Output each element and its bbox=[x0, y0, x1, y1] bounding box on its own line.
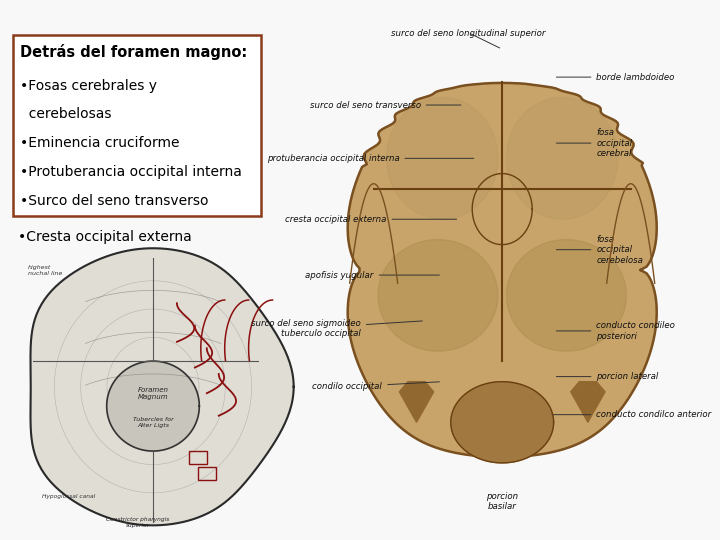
Text: highest
nuchal line: highest nuchal line bbox=[27, 265, 62, 275]
Polygon shape bbox=[506, 97, 618, 219]
Text: Tubercles for
Alter Ligts: Tubercles for Alter Ligts bbox=[132, 417, 174, 428]
Text: Constrictor pharyngis
superior: Constrictor pharyngis superior bbox=[107, 517, 170, 528]
Polygon shape bbox=[348, 83, 657, 457]
Text: borde lambdoideo: borde lambdoideo bbox=[557, 72, 675, 82]
Text: cerebelosas: cerebelosas bbox=[20, 107, 112, 122]
Text: apofisis yugular: apofisis yugular bbox=[305, 271, 439, 280]
Text: porcion lateral: porcion lateral bbox=[557, 372, 659, 381]
Polygon shape bbox=[107, 361, 199, 451]
Text: surco del seno transverso: surco del seno transverso bbox=[310, 100, 461, 110]
Text: conducto condileo
posteriori: conducto condileo posteriori bbox=[557, 321, 675, 341]
Text: Foramen
Magnum: Foramen Magnum bbox=[138, 387, 168, 400]
FancyBboxPatch shape bbox=[13, 35, 261, 216]
Polygon shape bbox=[400, 382, 433, 422]
Bar bbox=[189, 451, 207, 464]
Text: Hypoglossal canal: Hypoglossal canal bbox=[42, 494, 96, 498]
Polygon shape bbox=[387, 97, 498, 219]
Polygon shape bbox=[378, 240, 498, 351]
Text: surco del seno longitudinal superior: surco del seno longitudinal superior bbox=[391, 29, 545, 38]
Text: porcion
basilar: porcion basilar bbox=[486, 492, 518, 511]
Text: Detrás del foramen magno:: Detrás del foramen magno: bbox=[20, 44, 248, 60]
Text: •Cresta occipital externa: •Cresta occipital externa bbox=[18, 230, 192, 244]
Text: •Surco del seno transverso: •Surco del seno transverso bbox=[20, 194, 209, 208]
Text: surco del seno sigmoideo
tuberculo occipital: surco del seno sigmoideo tuberculo occip… bbox=[251, 319, 423, 338]
Polygon shape bbox=[30, 248, 294, 525]
Text: fosa
occipital
cerebral: fosa occipital cerebral bbox=[557, 128, 632, 158]
Text: protuberancia occipital interna: protuberancia occipital interna bbox=[266, 154, 474, 163]
Polygon shape bbox=[451, 382, 554, 463]
Text: condilo occipital: condilo occipital bbox=[312, 382, 439, 392]
Text: •Protuberancia occipital interna: •Protuberancia occipital interna bbox=[20, 165, 242, 179]
Polygon shape bbox=[571, 382, 605, 422]
Polygon shape bbox=[506, 240, 626, 351]
Text: •Fosas cerebrales y: •Fosas cerebrales y bbox=[20, 79, 157, 93]
Text: cresta occipital externa: cresta occipital externa bbox=[285, 215, 456, 224]
Text: •Eminencia cruciforme: •Eminencia cruciforme bbox=[20, 136, 180, 150]
Bar bbox=[198, 467, 216, 480]
Text: fosa
occipital
cerebelosa: fosa occipital cerebelosa bbox=[557, 235, 644, 265]
Text: conducto condilco anterior: conducto condilco anterior bbox=[552, 410, 711, 419]
